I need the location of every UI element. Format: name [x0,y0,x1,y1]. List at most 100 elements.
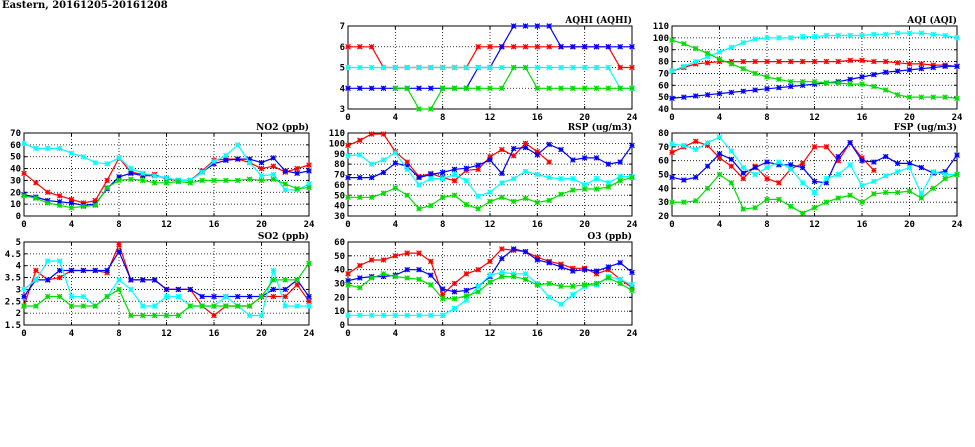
data-point [104,267,110,274]
data-point [681,63,687,70]
data-point [439,85,446,92]
data-point [463,177,470,184]
data-point [463,287,470,294]
data-point [764,86,770,92]
y-tick-label: 110 [653,22,669,32]
data-point [776,84,782,91]
data-point [404,250,410,256]
data-point [728,163,735,170]
data-point [451,64,458,71]
data-point [510,64,517,71]
data-point [593,85,600,92]
data-point [581,64,588,71]
series-green [392,64,635,112]
x-tick-label: 4 [69,329,75,339]
data-point [404,85,410,92]
data-point [416,174,422,181]
data-point [380,85,387,92]
chart-fsp: 0 4 8 12 16 20 24 20 30 40 50 60 70 80 FSP (ug/m3) [658,122,963,230]
data-point [510,270,517,277]
data-point [692,174,699,181]
data-point [906,160,913,167]
data-point [21,170,27,177]
data-point [306,293,312,300]
data-point [499,64,505,71]
data-point [570,291,576,298]
data-point [835,153,842,160]
data-point [894,68,901,74]
data-point [871,58,877,65]
data-point [223,303,229,309]
y-tick-label: 2 [16,309,21,319]
chart-title: SO2 (ppb) [258,231,309,242]
data-point [617,159,623,165]
data-point [871,31,877,38]
data-point [752,164,758,171]
data-point [728,148,735,154]
series-green [21,176,312,211]
data-point [234,177,241,184]
data-point [151,312,158,319]
data-point [835,195,842,201]
data-point [139,303,146,309]
x-tick-label: 24 [304,220,315,230]
series-blue [669,139,960,186]
data-point [68,200,75,206]
x-tick-label: 8 [440,220,445,230]
data-point [823,80,830,86]
x-tick-label: 4 [717,220,723,230]
data-point [752,171,758,178]
data-point [930,168,937,175]
data-point [906,164,913,171]
data-point [306,298,312,305]
data-point [392,312,399,319]
data-point [475,283,481,290]
x-tick-label: 12 [485,113,496,123]
data-point [21,303,27,309]
data-point [823,175,830,182]
y-tick-label: 10 [334,307,345,317]
data-point [246,303,253,309]
data-point [534,151,541,158]
data-point [764,175,770,182]
data-point [380,169,387,176]
data-point [558,261,564,267]
data-point [404,266,410,273]
data-point [475,288,481,295]
data-point [246,176,253,183]
data-point [139,170,146,177]
data-point [56,274,63,281]
y-tick-label: 0 [16,212,21,222]
data-point [510,273,517,280]
data-point [428,175,434,182]
data-point [475,193,481,200]
data-point [463,270,470,277]
y-tick-label: 20 [10,188,21,198]
data-point [56,267,63,274]
y-tick-label: 70 [10,129,21,139]
data-point [345,64,351,71]
data-point [404,166,410,173]
data-point [930,64,937,71]
data-point [404,159,410,165]
data-point [811,178,818,185]
data-point [546,174,552,181]
data-point [629,64,635,71]
data-point [617,276,623,283]
data-point [306,168,312,174]
data-point [428,106,434,112]
data-point [740,164,747,171]
data-point [345,43,351,50]
data-point [605,184,612,190]
series-cyan [21,140,312,193]
data-point [669,37,675,44]
data-point [546,43,552,50]
chart-title: O3 (ppb) [587,231,632,242]
data-point [728,61,735,67]
data-point [404,192,410,199]
data-point [799,160,806,167]
data-point [175,312,182,319]
data-point [558,43,564,50]
